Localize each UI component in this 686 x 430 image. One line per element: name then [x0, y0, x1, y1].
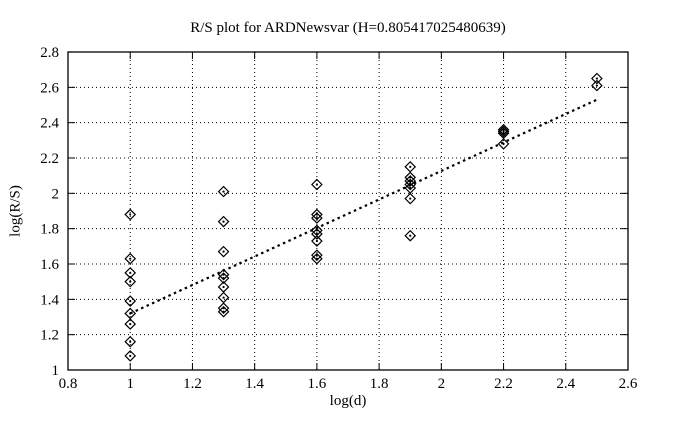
- data-point-center-dot: [315, 232, 318, 236]
- x-tick-label: 1.2: [183, 376, 202, 392]
- y-tick-label: 1.6: [40, 257, 59, 273]
- data-point-diamond: [311, 228, 323, 240]
- data-point-center-dot: [129, 354, 132, 357]
- data-point-diamond: [311, 212, 323, 224]
- data-point-center-dot: [129, 300, 132, 303]
- data-point-diamond: [217, 302, 230, 315]
- data-point-diamond: [311, 235, 323, 247]
- data-point-center-dot: [222, 277, 225, 280]
- data-point-diamond: [404, 192, 417, 205]
- x-axis-label: log(d): [329, 393, 367, 409]
- data-point-center-dot: [315, 239, 318, 243]
- y-tick-label: 2: [52, 186, 60, 202]
- data-point-diamond: [124, 208, 137, 221]
- data-point-center-dot: [502, 142, 505, 145]
- data-point-center-dot: [315, 216, 318, 220]
- data-point-diamond: [591, 72, 603, 85]
- x-tick-label: 2.2: [494, 376, 513, 392]
- data-point-center-dot: [222, 285, 225, 289]
- data-point-center-dot: [129, 257, 132, 260]
- data-point-center-dot: [222, 220, 225, 223]
- data-point-center-dot: [222, 310, 225, 313]
- data-point-diamond: [591, 79, 603, 92]
- data-point-center-dot: [129, 280, 132, 283]
- data-point-diamond: [124, 266, 137, 279]
- data-point-diamond: [217, 215, 230, 228]
- x-tick-label: 1.8: [370, 376, 389, 392]
- data-point-diamond: [311, 178, 323, 191]
- data-point-diamond: [124, 350, 137, 362]
- x-tick-label: 1.6: [308, 376, 327, 392]
- y-tick-label: 1.8: [40, 222, 59, 238]
- data-point-center-dot: [595, 77, 598, 80]
- data-point-diamond: [404, 229, 417, 242]
- data-point-center-dot: [222, 190, 225, 193]
- data-point-diamond: [217, 245, 230, 258]
- data-point-center-dot: [595, 84, 598, 87]
- data-point-diamond: [497, 138, 510, 150]
- plot-border: [67, 51, 629, 371]
- data-point-diamond: [217, 185, 230, 198]
- y-tick-label: 1: [52, 363, 60, 379]
- data-point-center-dot: [409, 165, 412, 168]
- data-point-diamond: [124, 295, 137, 307]
- data-point-center-dot: [409, 234, 412, 237]
- data-point-diamond: [311, 249, 323, 262]
- y-tick-label: 2.6: [40, 80, 59, 96]
- data-point-diamond: [497, 125, 510, 138]
- data-point-diamond: [124, 252, 137, 265]
- x-tick-label: 1.4: [245, 376, 264, 392]
- data-point-diamond: [404, 178, 417, 191]
- data-point-center-dot: [315, 183, 318, 186]
- x-tick-label: 1: [126, 376, 134, 392]
- data-point-center-dot: [129, 271, 132, 274]
- y-tick-label: 1.2: [40, 328, 59, 344]
- x-tick-label: 2.6: [619, 376, 638, 392]
- data-point-diamond: [124, 335, 137, 348]
- chart-title: R/S plot for ARDNewsvar (H=0.80541702548…: [190, 20, 506, 36]
- data-point-diamond: [404, 175, 417, 187]
- data-point-center-dot: [315, 257, 318, 260]
- x-tick-label: 2: [438, 376, 446, 392]
- data-point-diamond: [217, 305, 230, 318]
- data-point-center-dot: [129, 312, 132, 315]
- y-tick-label: 1.4: [40, 292, 59, 308]
- data-point-diamond: [311, 208, 323, 221]
- data-point-diamond: [217, 268, 230, 281]
- data-point-center-dot: [502, 132, 505, 135]
- x-tick-label: 0.8: [59, 376, 78, 392]
- data-point-center-dot: [222, 250, 225, 253]
- data-point-diamond: [497, 123, 510, 136]
- data-point-center-dot: [409, 186, 412, 190]
- y-tick-label: 2.4: [40, 116, 59, 132]
- data-point-center-dot: [129, 213, 132, 216]
- y-tick-label: 2.2: [40, 151, 59, 167]
- data-point-center-dot: [222, 296, 225, 299]
- data-point-diamond: [311, 252, 323, 265]
- data-point-center-dot: [502, 130, 505, 133]
- data-point-center-dot: [129, 340, 132, 343]
- data-point-diamond: [124, 275, 137, 288]
- x-tick-label: 2.4: [556, 376, 575, 392]
- y-tick-label: 2.8: [40, 45, 59, 61]
- data-point-diamond: [124, 318, 137, 330]
- data-point-diamond: [217, 272, 230, 284]
- data-point-center-dot: [409, 197, 412, 200]
- data-point-center-dot: [129, 322, 132, 326]
- fit-line: [129, 98, 598, 315]
